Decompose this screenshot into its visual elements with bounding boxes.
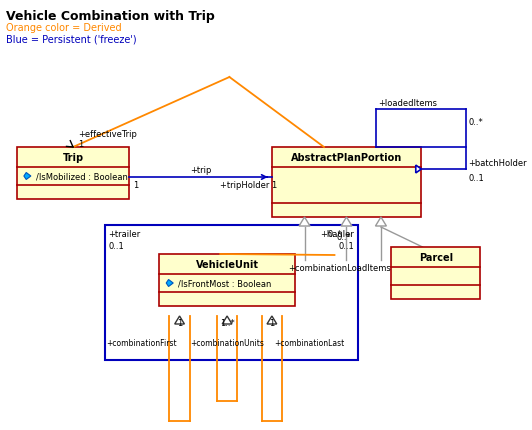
Text: 0..1: 0..1	[109, 241, 124, 250]
Text: 1: 1	[133, 181, 138, 190]
Text: +effectiveTrip: +effectiveTrip	[78, 130, 137, 139]
Text: 1: 1	[269, 318, 275, 327]
Bar	[105, 225, 358, 360]
Text: +tripHolder 1: +tripHolder 1	[220, 181, 277, 190]
Polygon shape	[299, 218, 310, 227]
Text: /IsMobilized : Boolean: /IsMobilized : Boolean	[36, 172, 128, 181]
Text: VehicleUnit: VehicleUnit	[196, 259, 259, 269]
Polygon shape	[24, 173, 31, 180]
Text: 1: 1	[78, 140, 83, 149]
Bar	[17, 147, 129, 200]
Text: 0..1: 0..1	[468, 174, 484, 183]
Text: 0..*: 0..*	[336, 233, 351, 241]
Text: Vehicle Combination with Trip: Vehicle Combination with Trip	[6, 10, 214, 23]
Text: 1..*: 1..*	[220, 318, 235, 327]
Text: +hauler: +hauler	[320, 230, 354, 239]
Text: +trailer: +trailer	[109, 230, 141, 239]
Polygon shape	[341, 218, 352, 227]
Text: +combinationFirst: +combinationFirst	[106, 338, 177, 347]
Polygon shape	[174, 316, 185, 324]
Text: 0..*: 0..*	[468, 118, 483, 127]
Text: /IsFrontMost : Boolean: /IsFrontMost : Boolean	[178, 279, 271, 288]
Text: 1: 1	[177, 318, 182, 327]
Polygon shape	[416, 166, 421, 173]
Text: Trip: Trip	[62, 153, 84, 163]
Text: +combinationUnits: +combinationUnits	[190, 338, 264, 347]
Text: AbstractPlanPortion: AbstractPlanPortion	[291, 153, 402, 163]
Bar	[159, 255, 295, 306]
Text: 0..*: 0..*	[327, 230, 342, 239]
Polygon shape	[222, 316, 232, 324]
Text: +trip: +trip	[190, 166, 211, 175]
Polygon shape	[267, 316, 277, 324]
Polygon shape	[376, 218, 386, 227]
Polygon shape	[166, 280, 173, 287]
Text: 0..1: 0..1	[338, 241, 354, 250]
Text: +combinationLoadItems: +combinationLoadItems	[288, 264, 390, 272]
Bar	[271, 147, 421, 218]
Bar	[392, 247, 480, 299]
Text: +loadedItems: +loadedItems	[378, 99, 437, 108]
Text: Blue = Persistent ('freeze'): Blue = Persistent ('freeze')	[6, 34, 136, 44]
Text: Orange color = Derived: Orange color = Derived	[6, 23, 121, 33]
Text: +combinationLast: +combinationLast	[275, 338, 345, 347]
Text: Parcel: Parcel	[419, 252, 453, 262]
Text: +batchHolder: +batchHolder	[468, 159, 527, 168]
